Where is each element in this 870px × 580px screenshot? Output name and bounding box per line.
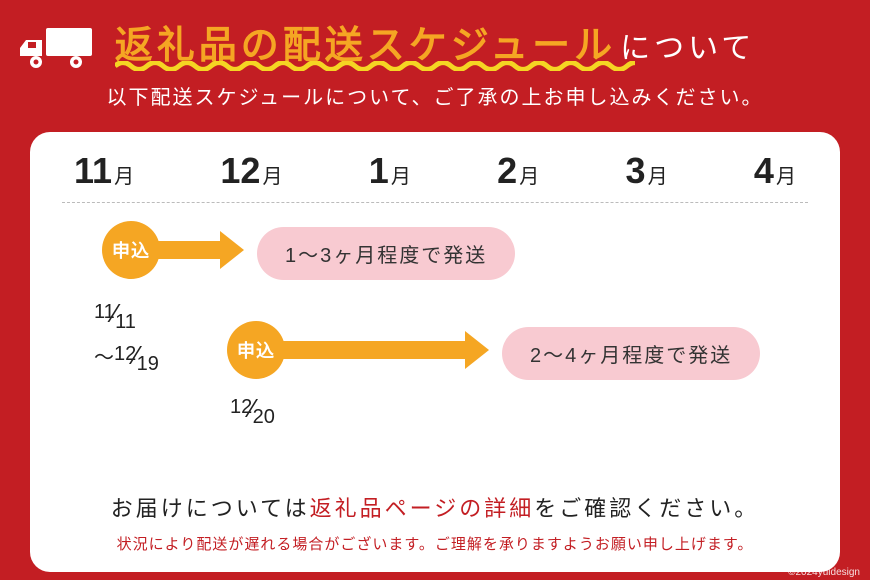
footer-line-2: 状況により配送が遅れる場合がございます。ご理解を承りますようお願い申し上げます。 — [62, 533, 808, 554]
month-12: 12月 — [220, 150, 282, 192]
month-4: 4月 — [754, 150, 796, 192]
arrow-2 — [277, 341, 467, 359]
month-11: 11月 — [74, 150, 134, 192]
month-3: 3月 — [626, 150, 668, 192]
title-main: 返礼品の配送スケジュール — [115, 14, 616, 69]
arrow-1 — [152, 241, 222, 259]
divider — [62, 202, 808, 203]
timeline: 申込 1～3ヶ月程度で発送 11⁄11 ～12⁄19 申込 2～4ヶ月程度で発送… — [62, 221, 808, 451]
date-2: 12⁄20 — [230, 393, 275, 424]
subtitle: 以下配送スケジュールについて、ご了承の上お申し込みください。 — [30, 81, 840, 110]
footer-line-1: お届けについては返礼品ページの詳細をご確認ください。 — [62, 491, 808, 523]
months-header: 11月 12月 1月 2月 3月 4月 — [62, 150, 808, 202]
schedule-card: 11月 12月 1月 2月 3月 4月 申込 1～3ヶ月程度で発送 11⁄11 … — [30, 132, 840, 572]
month-2: 2月 — [497, 150, 539, 192]
card-footer: お届けについては返礼品ページの詳細をご確認ください。 状況により配送が遅れる場合… — [62, 491, 808, 554]
copyright: ©2024yuidesign — [788, 567, 860, 578]
title-sub: について — [620, 23, 755, 67]
date-range-1: 11⁄11 ～12⁄19 — [94, 293, 159, 376]
truck-icon — [20, 24, 98, 72]
month-1: 1月 — [369, 150, 411, 192]
ship-pill-1: 1～3ヶ月程度で発送 — [257, 227, 515, 280]
wavy-underline — [115, 61, 635, 71]
ship-pill-2: 2～4ヶ月程度で発送 — [502, 327, 760, 380]
